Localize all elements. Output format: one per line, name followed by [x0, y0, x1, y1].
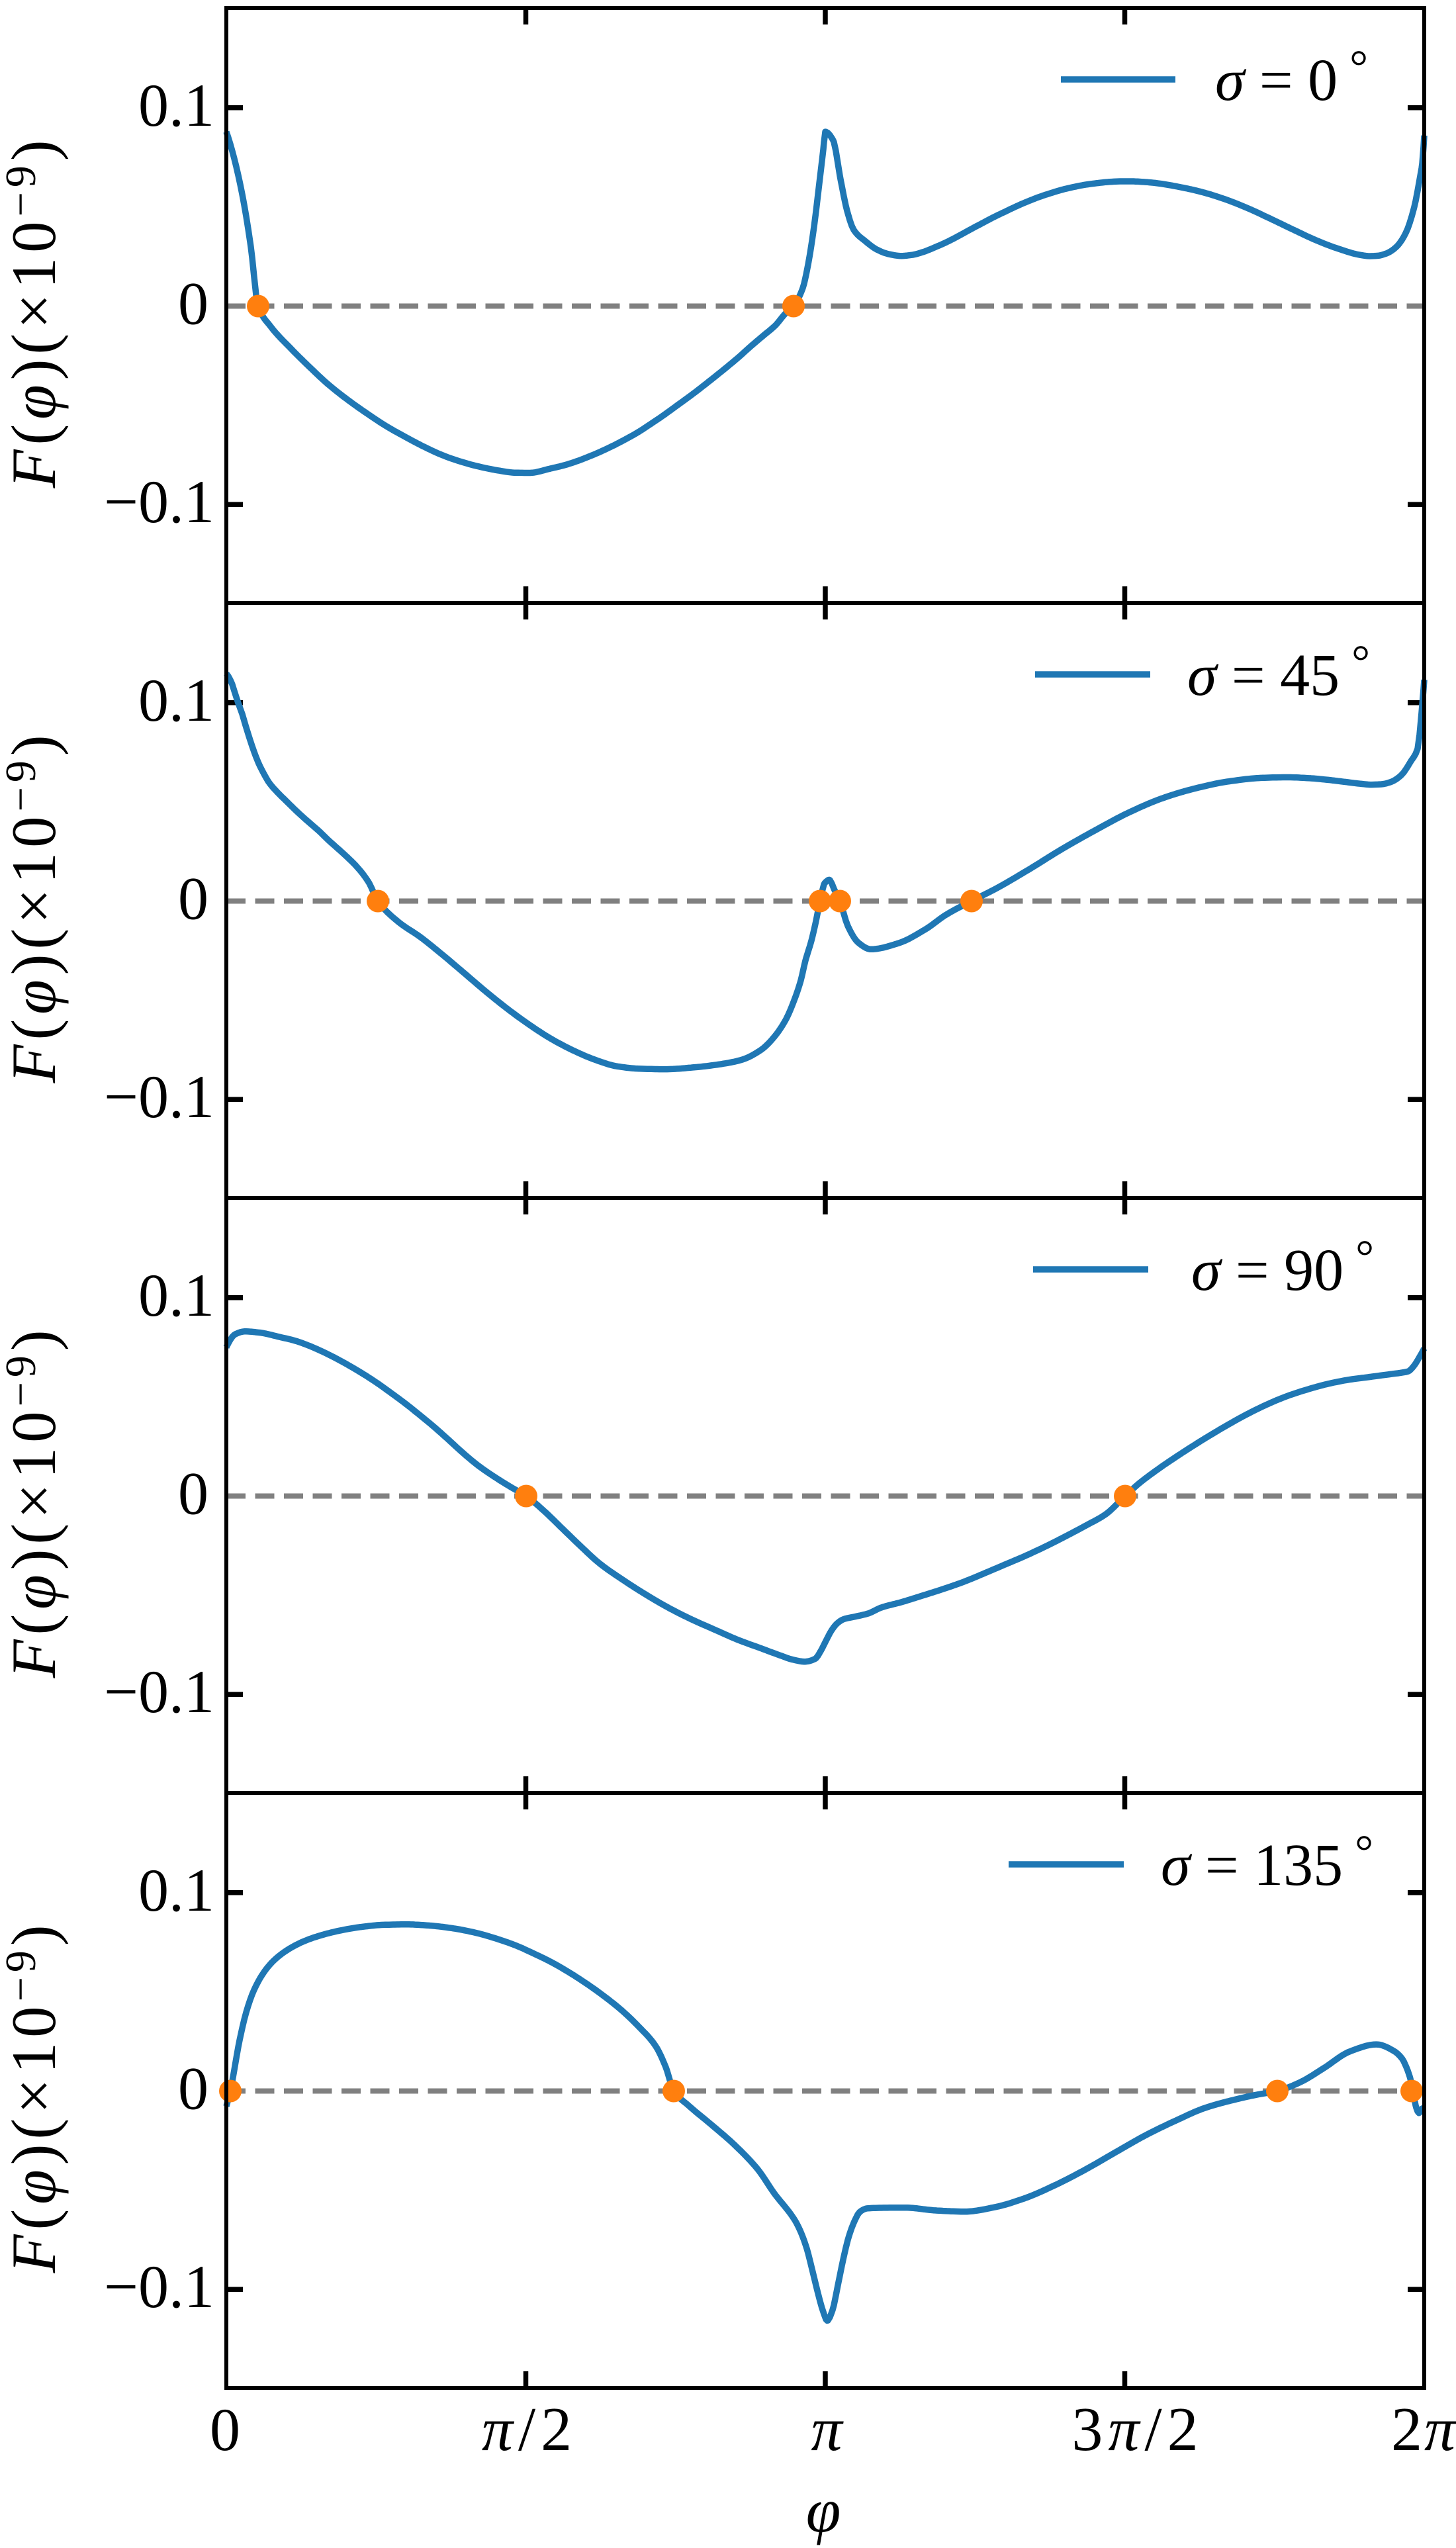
svg-text:0.1: 0.1 [138, 71, 214, 139]
svg-text:−0.1: −0.1 [104, 468, 214, 535]
svg-text:0: 0 [178, 270, 208, 338]
svg-text:−0.1: −0.1 [104, 2253, 214, 2320]
svg-text:π/2: π/2 [482, 2395, 577, 2464]
svg-text:0: 0 [178, 2055, 208, 2122]
svg-text:0.1: 0.1 [138, 666, 214, 734]
svg-text:σ = 45 °: σ = 45 ° [1187, 637, 1370, 708]
svg-text:φ: φ [806, 2475, 841, 2545]
svg-text:0: 0 [178, 1460, 208, 1527]
svg-text:σ = 0 °: σ = 0 ° [1215, 42, 1368, 113]
svg-text:0.1: 0.1 [138, 1856, 214, 1924]
svg-text:2π: 2π [1391, 2395, 1456, 2464]
svg-text:−0.1: −0.1 [104, 1063, 214, 1130]
svg-text:3π/2: 3π/2 [1071, 2395, 1203, 2464]
svg-text:F(φ)(×10−9): F(φ)(×10−9) [0, 136, 69, 489]
svg-text:σ = 90 °: σ = 90 ° [1191, 1232, 1374, 1303]
svg-text:σ = 135 °: σ = 135 ° [1161, 1827, 1373, 1898]
svg-text:π: π [811, 2395, 844, 2464]
svg-text:0: 0 [178, 865, 208, 933]
svg-text:0.1: 0.1 [138, 1261, 214, 1329]
svg-text:0: 0 [210, 2396, 240, 2463]
svg-text:−0.1: −0.1 [104, 1658, 214, 1725]
